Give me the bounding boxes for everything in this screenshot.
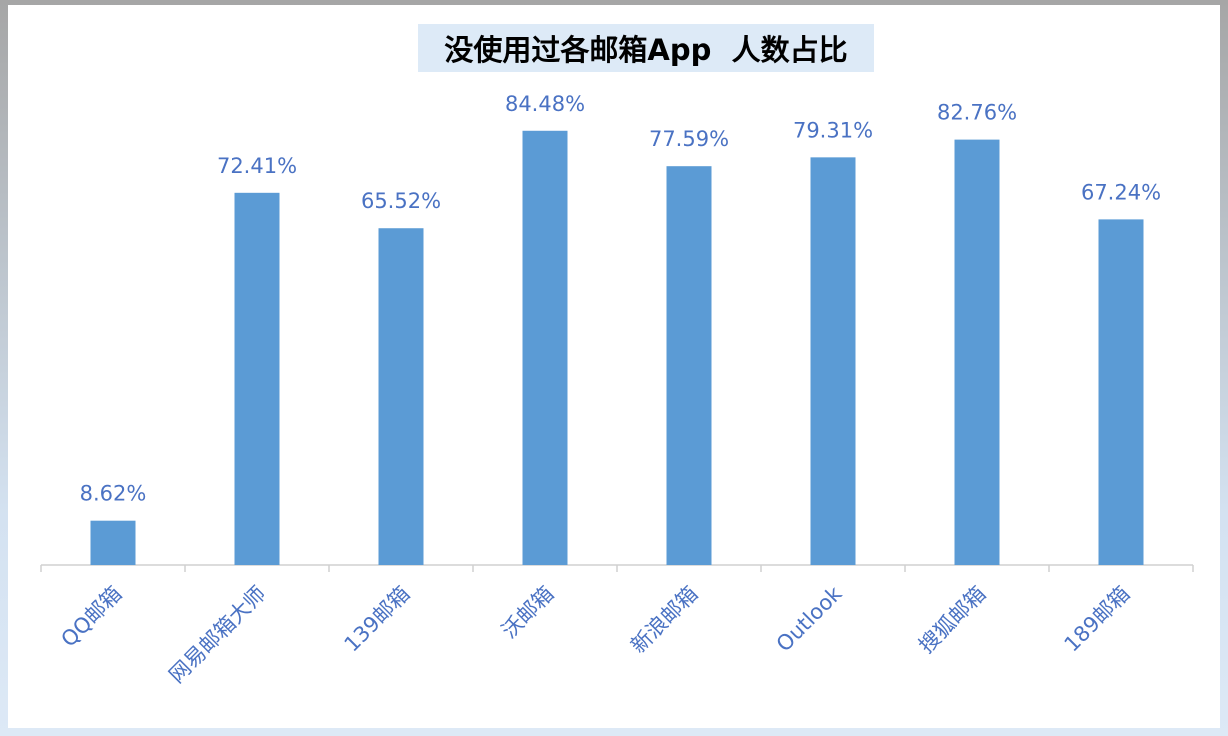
- x-axis: [40, 564, 1194, 572]
- category-label: 搜狐邮箱: [914, 582, 990, 658]
- category-labels: QQ邮箱 网易邮箱大师 139邮箱 沃邮箱 新浪邮箱 Outlook 搜狐邮箱 189邮箱: [56, 581, 1134, 688]
- bar-value-label: 79.31%: [793, 118, 873, 142]
- bar: [522, 130, 568, 565]
- category-label: Outlook: [772, 581, 847, 656]
- bar-value-label: 8.62%: [80, 482, 147, 506]
- bar: [666, 166, 712, 566]
- bar: [810, 157, 856, 565]
- chart-title: 没使用过各邮箱App 人数占比: [444, 33, 848, 67]
- category-label: QQ邮箱: [56, 582, 126, 652]
- category-label: 189邮箱: [1060, 582, 1135, 657]
- bar: [90, 520, 136, 565]
- chart-area: [8, 5, 1220, 728]
- category-label: 沃邮箱: [497, 582, 559, 644]
- bar-value-label: 84.48%: [505, 92, 585, 116]
- bars: [90, 130, 1144, 566]
- bar: [954, 139, 1000, 566]
- chart-title-box: 没使用过各邮箱App 人数占比: [418, 24, 874, 72]
- bar-value-label: 77.59%: [649, 127, 729, 151]
- category-label: 新浪邮箱: [626, 582, 702, 658]
- bar-value-label: 72.41%: [217, 154, 297, 178]
- bar-value-label: 67.24%: [1081, 180, 1161, 204]
- bar: [378, 228, 424, 565]
- bar: [234, 192, 280, 565]
- bar: [1098, 219, 1144, 565]
- data-labels: 8.62% 72.41% 65.52% 84.48% 77.59% 79.31% 82.76…: [80, 92, 1161, 506]
- bar-value-label: 82.76%: [937, 101, 1017, 125]
- bar-value-label: 65.52%: [361, 189, 441, 213]
- category-label: 139邮箱: [340, 582, 415, 657]
- category-label: 网易邮箱大师: [164, 582, 270, 688]
